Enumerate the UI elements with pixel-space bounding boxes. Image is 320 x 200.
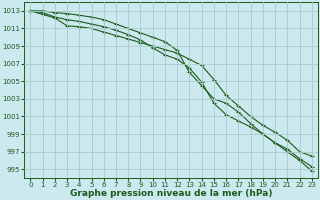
X-axis label: Graphe pression niveau de la mer (hPa): Graphe pression niveau de la mer (hPa)	[70, 189, 272, 198]
